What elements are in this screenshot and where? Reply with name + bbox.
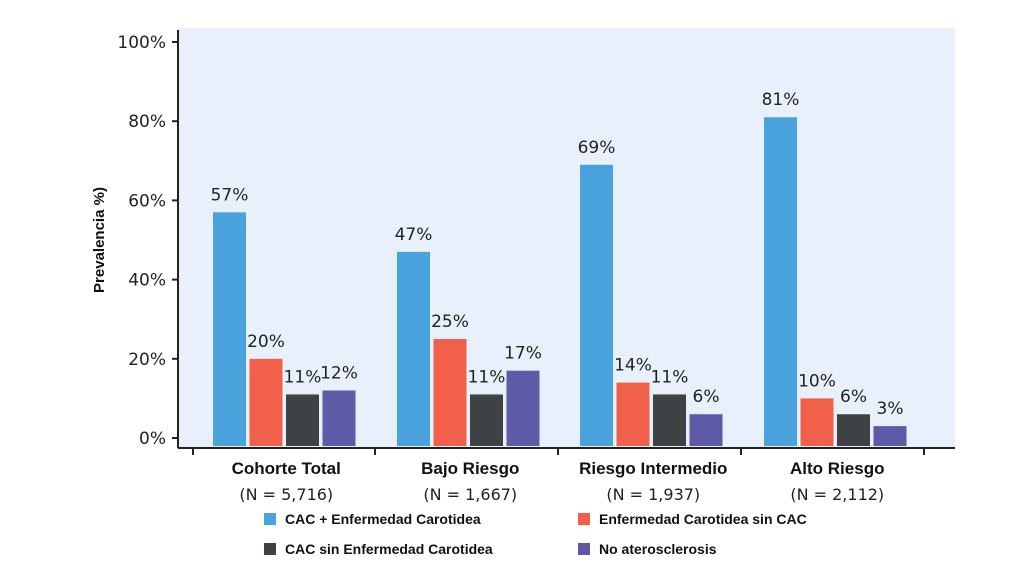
- y-tick-label: 20%: [128, 350, 166, 370]
- x-axis: Cohorte Total (N = 5,716) Bajo Riesgo (N = …: [178, 447, 955, 504]
- y-axis-title: Prevalencia %): [91, 187, 108, 293]
- x-category-label: Bajo Riesgo: [421, 459, 519, 478]
- y-tick-label: 60%: [128, 191, 166, 211]
- data-label: 3%: [877, 399, 904, 419]
- y-tick-label: 80%: [128, 112, 166, 132]
- legend-label: CAC + Enfermedad Carotidea: [285, 511, 481, 527]
- data-label: 57%: [211, 185, 249, 205]
- legend-swatch: [264, 543, 276, 555]
- bar-2-3: [616, 382, 650, 446]
- x-category-n: (N = 1,937): [606, 485, 700, 504]
- legend-label: CAC sin Enfermedad Carotidea: [285, 541, 493, 557]
- data-labels: 57%20%11%12%47%25%11%17%69%14%11%6%81%10…: [211, 90, 904, 419]
- x-category-n: (N = 2,112): [790, 485, 884, 504]
- x-category-n: (N = 5,716): [239, 485, 333, 504]
- x-category-n: (N = 1,667): [423, 485, 517, 504]
- bar-1-2: [397, 251, 430, 446]
- legend: CAC + Enfermedad Carotidea Enfermedad Car…: [264, 511, 807, 557]
- x-category-label: Alto Riesgo: [790, 459, 884, 478]
- bar-4-4: [873, 426, 907, 446]
- data-label: 14%: [614, 356, 652, 376]
- data-label: 69%: [578, 138, 616, 158]
- bar-4-2: [506, 370, 540, 446]
- bar-1-4: [764, 117, 797, 447]
- data-label: 6%: [693, 387, 720, 407]
- bar-4-1: [322, 390, 356, 446]
- y-axis: 0% 20% 40% 60% 80% 100% Prevalencia %): [91, 30, 179, 449]
- data-label: 11%: [284, 367, 322, 387]
- y-tick-label: 100%: [117, 33, 166, 53]
- bar-3-4: [837, 414, 870, 446]
- data-label: 11%: [468, 367, 506, 387]
- data-label: 6%: [840, 387, 867, 407]
- bar-1-3: [580, 164, 613, 446]
- legend-label: No aterosclerosis: [599, 541, 717, 557]
- bar-2-1: [249, 358, 283, 446]
- data-label: 47%: [395, 225, 433, 245]
- bar-3-3: [653, 394, 686, 446]
- bar-2-4: [800, 398, 834, 446]
- data-label: 81%: [762, 90, 800, 110]
- data-label: 12%: [320, 363, 358, 383]
- legend-swatch: [578, 513, 590, 525]
- x-category-label: Riesgo Intermedio: [579, 459, 727, 478]
- legend-swatch: [578, 543, 590, 555]
- data-label: 10%: [798, 371, 836, 391]
- legend-swatch: [264, 513, 276, 525]
- bar-2-2: [433, 339, 467, 446]
- bar-3-2: [470, 394, 503, 446]
- data-label: 20%: [247, 332, 285, 352]
- plot-background: [178, 28, 955, 448]
- bars: [213, 117, 907, 447]
- x-category-label: Cohorte Total: [232, 459, 341, 478]
- bar-4-3: [689, 414, 723, 446]
- data-label: 25%: [431, 312, 469, 332]
- bar-1-1: [213, 212, 246, 446]
- data-label: 11%: [651, 367, 689, 387]
- bar-3-1: [286, 394, 319, 446]
- data-label: 17%: [504, 344, 542, 364]
- y-tick-label: 40%: [128, 271, 166, 291]
- legend-label: Enfermedad Carotidea sin CAC: [599, 511, 807, 527]
- y-tick-label: 0%: [139, 429, 166, 449]
